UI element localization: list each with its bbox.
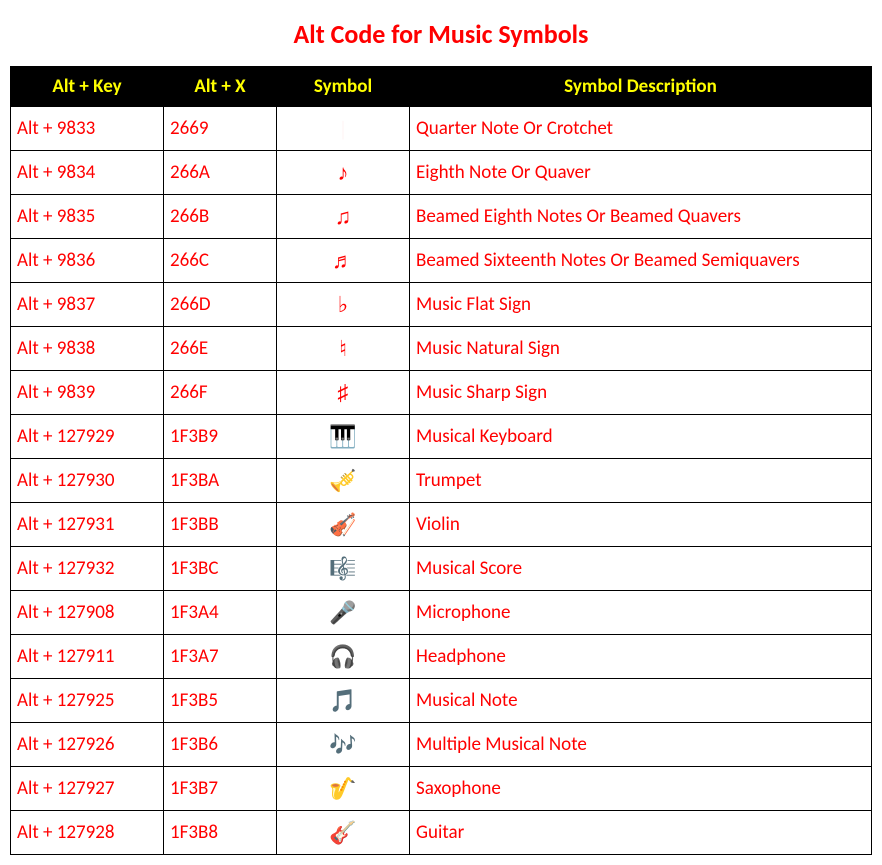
cell-symbol: ♭ [277,283,410,327]
table-row: Alt + 1279281F3B8🎸Guitar [11,811,872,855]
cell-altkey: Alt + 127925 [11,679,164,723]
cell-altx: 266B [164,195,277,239]
cell-altx: 266A [164,151,277,195]
table-row: Alt + 1279251F3B5🎵Musical Note [11,679,872,723]
cell-altkey: Alt + 127908 [11,591,164,635]
cell-desc: Guitar [410,811,872,855]
cell-desc: Musical Score [410,547,872,591]
cell-altx: 266F [164,371,277,415]
cell-desc: Microphone [410,591,872,635]
table-row: Alt + 1279271F3B7🎷Saxophone [11,767,872,811]
cell-desc: Music Flat Sign [410,283,872,327]
cell-desc: Trumpet [410,459,872,503]
cell-symbol: 🎧 [277,635,410,679]
header-row: Alt + Key Alt + X Symbol Symbol Descript… [11,67,872,107]
cell-altx: 266D [164,283,277,327]
cell-desc: Musical Keyboard [410,415,872,459]
cell-symbol: 🎷 [277,767,410,811]
table-row: Alt + 9834266A♪Eighth Note Or Quaver [11,151,872,195]
table-row: Alt + 9838266E♮Music Natural Sign [11,327,872,371]
table-row: Alt + 1279081F3A4🎤Microphone [11,591,872,635]
table-row: Alt + 98332669♩Quarter Note Or Crotchet [11,107,872,151]
cell-symbol: 🎶 [277,723,410,767]
table-row: Alt + 1279261F3B6🎶Multiple Musical Note [11,723,872,767]
table-row: Alt + 1279111F3A7🎧Headphone [11,635,872,679]
table-body: Alt + 98332669♩Quarter Note Or CrotchetA… [11,107,872,855]
cell-altx: 1F3BC [164,547,277,591]
cell-desc: Musical Note [410,679,872,723]
table-row: Alt + 9835266B♫Beamed Eighth Notes Or Be… [11,195,872,239]
cell-symbol: 🎸 [277,811,410,855]
cell-altkey: Alt + 127926 [11,723,164,767]
cell-altx: 2669 [164,107,277,151]
cell-desc: Multiple Musical Note [410,723,872,767]
table-header: Alt + Key Alt + X Symbol Symbol Descript… [11,67,872,107]
table-row: Alt + 1279321F3BC🎼Musical Score [11,547,872,591]
cell-altkey: Alt + 9834 [11,151,164,195]
page-title: Alt Code for Music Symbols [10,18,872,50]
cell-altx: 1F3A4 [164,591,277,635]
cell-altx: 1F3B8 [164,811,277,855]
cell-altkey: Alt + 9835 [11,195,164,239]
col-header-desc: Symbol Description [410,67,872,107]
cell-altkey: Alt + 127928 [11,811,164,855]
cell-desc: Beamed Sixteenth Notes Or Beamed Semiqua… [410,239,872,283]
table-row: Alt + 1279291F3B9🎹Musical Keyboard [11,415,872,459]
cell-altx: 266C [164,239,277,283]
cell-symbol: ♪ [277,151,410,195]
cell-altx: 1F3B7 [164,767,277,811]
cell-desc: Eighth Note Or Quaver [410,151,872,195]
cell-symbol: 🎼 [277,547,410,591]
cell-altx: 1F3B9 [164,415,277,459]
cell-altx: 1F3BB [164,503,277,547]
cell-symbol: 🎹 [277,415,410,459]
cell-altkey: Alt + 9838 [11,327,164,371]
cell-altkey: Alt + 9833 [11,107,164,151]
alt-codes-table: Alt + Key Alt + X Symbol Symbol Descript… [10,66,872,855]
cell-desc: Quarter Note Or Crotchet [410,107,872,151]
cell-symbol: 🎻 [277,503,410,547]
cell-symbol: ♯ [277,371,410,415]
cell-symbol: ♬ [277,239,410,283]
cell-symbol: ♮ [277,327,410,371]
col-header-altkey: Alt + Key [11,67,164,107]
cell-altkey: Alt + 9837 [11,283,164,327]
cell-altkey: Alt + 127911 [11,635,164,679]
cell-desc: Violin [410,503,872,547]
cell-desc: Headphone [410,635,872,679]
cell-altkey: Alt + 9836 [11,239,164,283]
cell-symbol: ♫ [277,195,410,239]
cell-desc: Saxophone [410,767,872,811]
cell-symbol: 🎵 [277,679,410,723]
table-row: Alt + 9839266F♯Music Sharp Sign [11,371,872,415]
cell-desc: Music Natural Sign [410,327,872,371]
table-row: Alt + 1279301F3BA🎺Trumpet [11,459,872,503]
cell-altx: 266E [164,327,277,371]
cell-altx: 1F3A7 [164,635,277,679]
cell-altx: 1F3BA [164,459,277,503]
table-row: Alt + 9836266C♬Beamed Sixteenth Notes Or… [11,239,872,283]
table-row: Alt + 9837266D♭Music Flat Sign [11,283,872,327]
cell-altkey: Alt + 9839 [11,371,164,415]
cell-desc: Beamed Eighth Notes Or Beamed Quavers [410,195,872,239]
cell-altkey: Alt + 127930 [11,459,164,503]
cell-altx: 1F3B6 [164,723,277,767]
col-header-symbol: Symbol [277,67,410,107]
cell-altkey: Alt + 127932 [11,547,164,591]
cell-altx: 1F3B5 [164,679,277,723]
col-header-altx: Alt + X [164,67,277,107]
cell-symbol: ♩ [277,107,410,151]
cell-altkey: Alt + 127927 [11,767,164,811]
cell-altkey: Alt + 127931 [11,503,164,547]
table-row: Alt + 1279311F3BB🎻Violin [11,503,872,547]
cell-altkey: Alt + 127929 [11,415,164,459]
cell-symbol: 🎺 [277,459,410,503]
cell-symbol: 🎤 [277,591,410,635]
cell-desc: Music Sharp Sign [410,371,872,415]
